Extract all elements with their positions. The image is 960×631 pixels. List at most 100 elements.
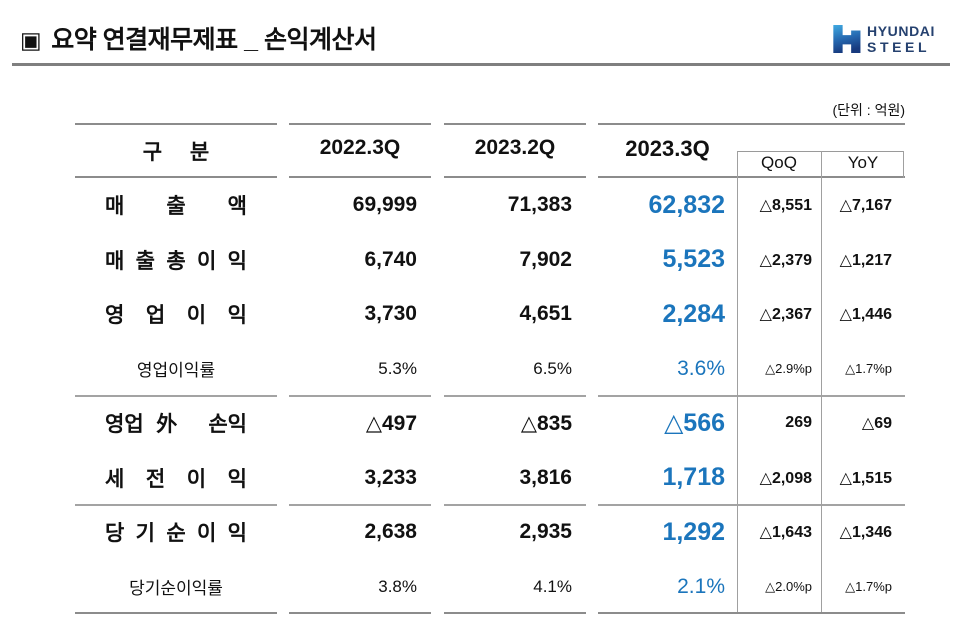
header-bottom-divider bbox=[289, 176, 431, 178]
header-category: 구 분 bbox=[142, 141, 210, 164]
section-divider bbox=[75, 395, 277, 397]
row-label: 매 출 총 이 익 bbox=[105, 249, 247, 273]
cell-qoq: △2,098 bbox=[759, 469, 812, 487]
cell-2022-3q: 5.3% bbox=[378, 358, 417, 378]
cell-2023-3q: 2.1% bbox=[677, 574, 725, 598]
cell-2023-2q: 3,816 bbox=[519, 465, 572, 489]
logo-text-hyundai: HYUNDAI bbox=[867, 23, 935, 39]
cell-2022-3q: 2,638 bbox=[364, 520, 417, 544]
section-divider bbox=[598, 395, 905, 397]
cell-2023-3q: 5,523 bbox=[662, 245, 725, 274]
cell-2023-2q: 4,651 bbox=[519, 302, 572, 326]
table-row-pretax-profit: 세 전 이 익 3,233 3,816 1,718 △2,098 △1,515 bbox=[75, 451, 905, 506]
section-divider bbox=[598, 504, 905, 506]
unit-note: (단위 : 억원) bbox=[832, 102, 905, 118]
row-label: 세 전 이 익 bbox=[105, 467, 247, 491]
cell-2023-3q: 2,284 bbox=[662, 299, 725, 328]
cell-yoy: △1,446 bbox=[839, 306, 892, 324]
section-divider bbox=[444, 395, 586, 397]
section-divider bbox=[444, 504, 586, 506]
cell-2023-2q: 7,902 bbox=[519, 247, 572, 271]
section-divider bbox=[75, 504, 277, 506]
table-header-row: 구 분 2022.3Q 2023.2Q 2023.3Q QoQ YoY bbox=[75, 123, 905, 178]
cell-yoy: △1,217 bbox=[839, 251, 892, 269]
cell-2023-2q: △835 bbox=[520, 411, 572, 435]
page-title-text: 요약 연결재무제표 _ 손익계산서 bbox=[51, 26, 377, 54]
income-statement-table: 구 분 2022.3Q 2023.2Q 2023.3Q QoQ YoY 매 출 … bbox=[75, 123, 905, 616]
table-top-divider bbox=[444, 123, 586, 125]
cell-yoy: △69 bbox=[861, 415, 892, 433]
table-row-operating-profit: 영 업 이 익 3,730 4,651 2,284 △2,367 △1,446 bbox=[75, 287, 905, 342]
header-bottom-divider bbox=[444, 176, 586, 178]
row-label: 매 출 액 bbox=[105, 195, 247, 219]
cell-2023-3q: 1,292 bbox=[662, 517, 725, 546]
row-label: 영 업 이 익 bbox=[105, 304, 247, 328]
table-row-non-operating: 영업外 손익 △497 △835 △566 269 △69 bbox=[75, 396, 905, 451]
section-divider bbox=[289, 504, 431, 506]
header-2023-2q: 2023.2Q bbox=[474, 136, 556, 159]
table-top-divider bbox=[289, 123, 431, 125]
cell-qoq: △1,643 bbox=[759, 524, 812, 542]
header-yoy: YoY bbox=[847, 153, 879, 172]
hyundai-h-icon bbox=[833, 25, 861, 53]
cell-qoq: △2.0%p bbox=[765, 578, 812, 594]
title-bullet-icon: ▣ bbox=[20, 27, 42, 53]
table-bottom-divider bbox=[444, 612, 586, 614]
table-bottom-divider bbox=[289, 612, 431, 614]
table-bottom-divider bbox=[598, 612, 905, 614]
cell-2023-2q: 4.1% bbox=[533, 576, 572, 596]
header-bottom-divider bbox=[598, 176, 905, 178]
cell-qoq: 269 bbox=[785, 414, 812, 432]
cell-2022-3q: 3,730 bbox=[364, 302, 417, 326]
header-bottom-divider bbox=[75, 176, 277, 178]
table-row-net-margin: 당기순이익률 3.8% 4.1% 2.1% △2.0%p △1.7%p bbox=[75, 560, 905, 615]
qoq-yoy-box-top-divider bbox=[737, 151, 904, 152]
table-row-revenue: 매 출 액 69,999 71,383 62,832 △8,551 △7,167 bbox=[75, 178, 905, 233]
table-row-net-income: 당 기 순 이 익 2,638 2,935 1,292 △1,643 △1,34… bbox=[75, 505, 905, 560]
table-row-gross-profit: 매 출 총 이 익 6,740 7,902 5,523 △2,379 △1,21… bbox=[75, 233, 905, 288]
logo-wordmark: HYUNDAI STEEL bbox=[867, 24, 935, 54]
cell-2023-3q: 62,832 bbox=[648, 190, 725, 219]
cell-yoy: △7,167 bbox=[839, 197, 892, 215]
cell-2023-2q: 2,935 bbox=[519, 520, 572, 544]
cell-qoq: △2.9%p bbox=[765, 360, 812, 376]
cell-2022-3q: 6,740 bbox=[364, 247, 417, 271]
cell-2022-3q: 3.8% bbox=[378, 576, 417, 596]
row-label: 영업이익률 bbox=[136, 361, 216, 381]
cell-2023-3q: 1,718 bbox=[662, 463, 725, 492]
page-title: ▣ 요약 연결재무제표 _ 손익계산서 bbox=[20, 20, 377, 56]
table-top-divider bbox=[75, 123, 277, 125]
cell-2022-3q: △497 bbox=[365, 411, 417, 435]
cell-2023-2q: 6.5% bbox=[533, 358, 572, 378]
hyundai-steel-logo: HYUNDAI STEEL bbox=[831, 23, 935, 55]
row-label: 당 기 순 이 익 bbox=[105, 522, 247, 546]
section-divider bbox=[289, 395, 431, 397]
table-body: 매 출 액 69,999 71,383 62,832 △8,551 △7,167… bbox=[75, 178, 905, 614]
table-bottom-divider bbox=[75, 612, 277, 614]
cell-2023-3q: △566 bbox=[664, 409, 725, 438]
cell-qoq: △2,367 bbox=[759, 306, 812, 324]
cell-yoy: △1,515 bbox=[839, 469, 892, 487]
qoq-yoy-column-divider bbox=[821, 151, 822, 612]
cell-2022-3q: 69,999 bbox=[352, 193, 417, 217]
table-row-operating-margin: 영업이익률 5.3% 6.5% 3.6% △2.9%p △1.7%p bbox=[75, 342, 905, 397]
title-divider bbox=[12, 63, 950, 66]
cell-yoy: △1.7%p bbox=[845, 578, 892, 594]
row-label: 당기순이익률 bbox=[129, 579, 223, 599]
logo-text-steel: STEEL bbox=[867, 39, 931, 55]
table-top-divider bbox=[598, 123, 905, 125]
cell-qoq: △2,379 bbox=[759, 251, 812, 269]
cell-qoq: △8,551 bbox=[759, 197, 812, 215]
row-label: 영업外 손익 bbox=[105, 413, 247, 437]
cell-yoy: △1.7%p bbox=[845, 360, 892, 376]
cell-2022-3q: 3,233 bbox=[364, 465, 417, 489]
cell-yoy: △1,346 bbox=[839, 524, 892, 542]
header-2023-3q: 2023.3Q bbox=[625, 136, 710, 161]
header-2022-3q: 2022.3Q bbox=[319, 136, 401, 159]
header-qoq: QoQ bbox=[761, 153, 797, 172]
qoq-column-left-divider bbox=[737, 151, 738, 612]
cell-2023-2q: 71,383 bbox=[507, 193, 572, 217]
cell-2023-3q: 3.6% bbox=[677, 356, 725, 380]
yoy-column-right-divider bbox=[903, 151, 904, 178]
